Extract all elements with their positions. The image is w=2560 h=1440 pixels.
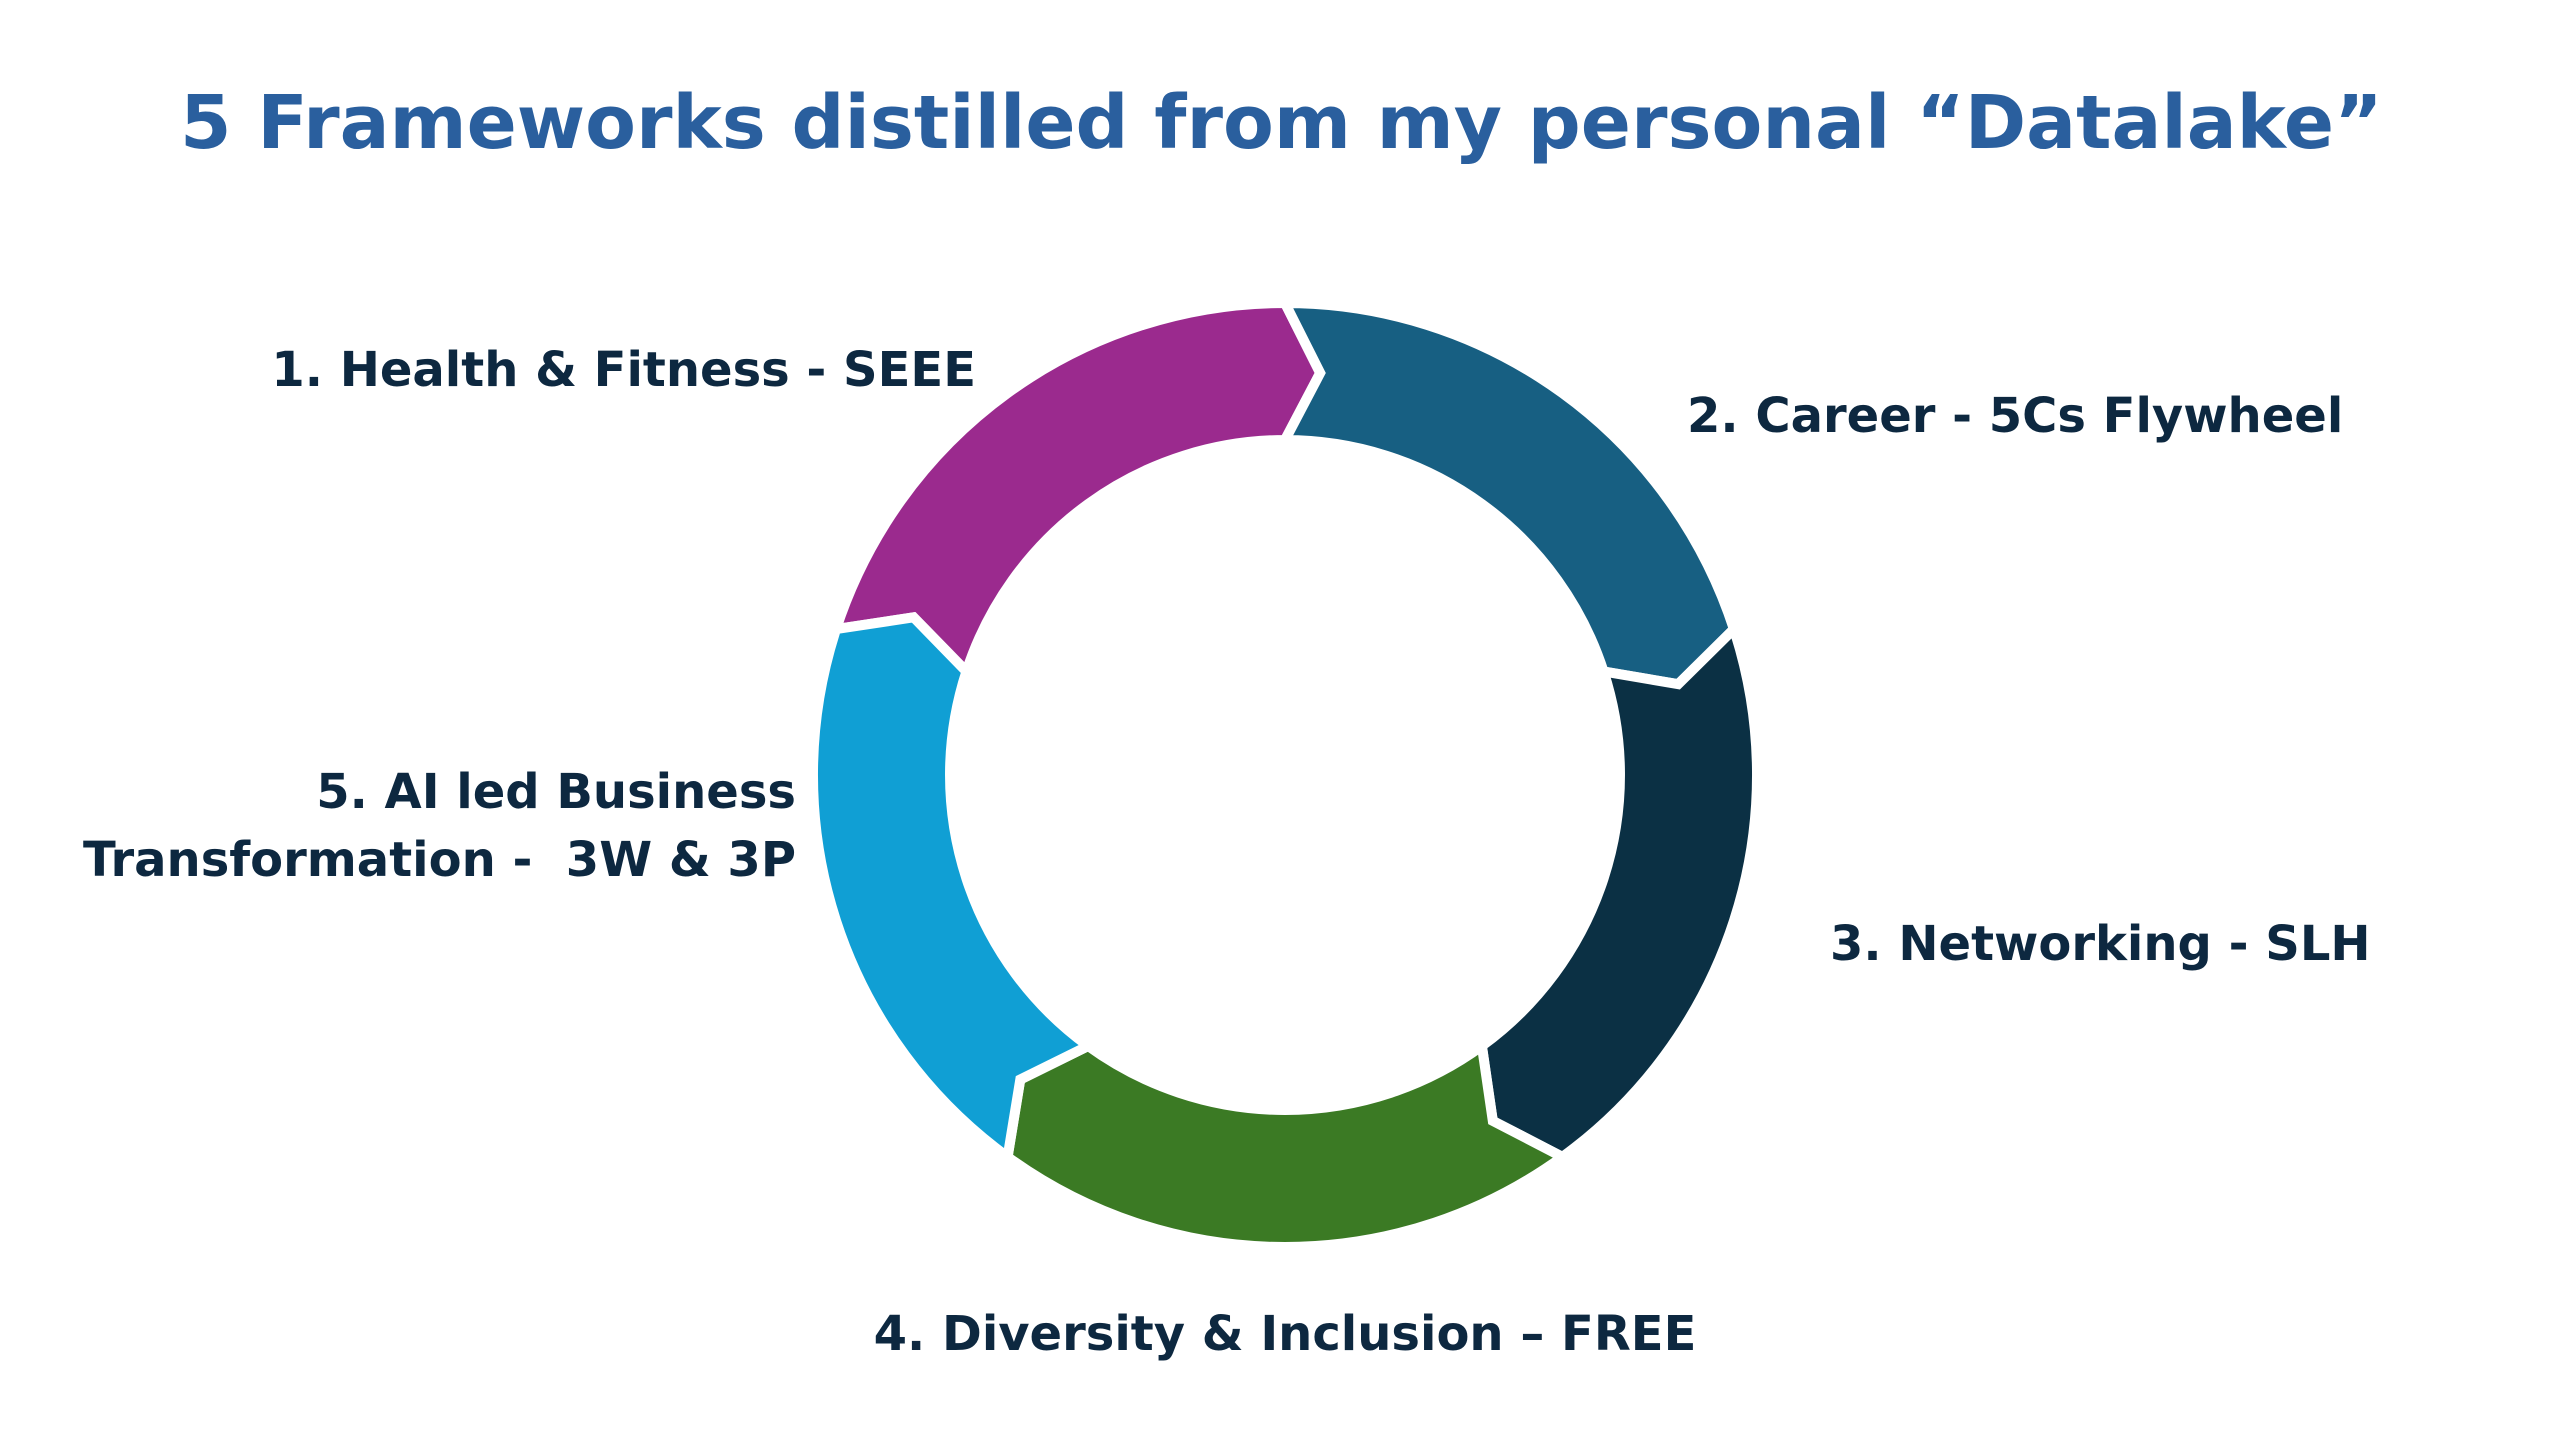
cycle-segment [1002,1037,1572,1252]
node-label: 1. Health & Fitness - SEEE [271,342,976,398]
cycle-ring [808,297,1762,1252]
node-label: 4. Diversity & Inclusion – FREE [874,1306,1697,1362]
node-label: 3. Networking - SLH [1830,916,2371,972]
node-label: 5. AI led Business [316,764,796,820]
cycle-segment [808,611,1098,1166]
node-label: 2. Career - 5Cs Flywheel [1687,388,2343,444]
title: 5 Frameworks distilled from my personal … [180,80,2383,166]
node-label: Transformation - 3W & 3P [83,832,796,888]
cycle-segment [1276,297,1740,690]
cycle-segment [1476,619,1762,1163]
